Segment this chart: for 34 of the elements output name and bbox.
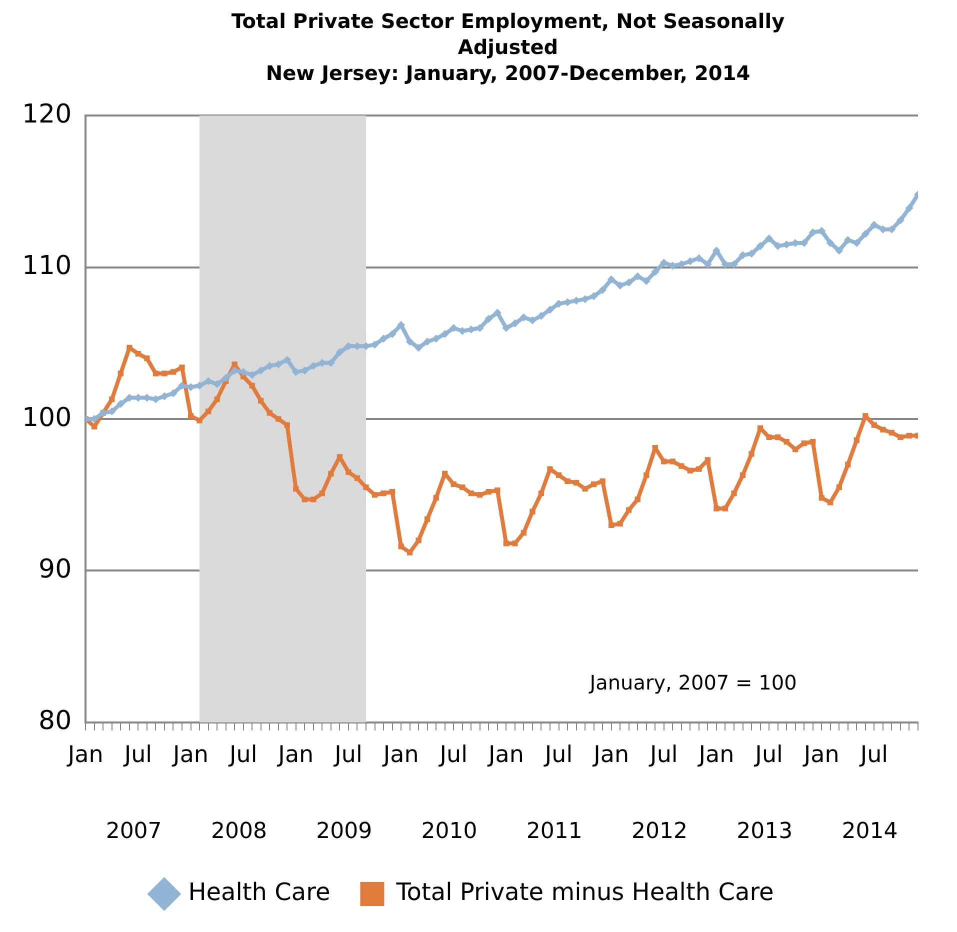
text: 2011	[526, 819, 582, 844]
y-tick-label: 120	[22, 99, 72, 130]
x-tick-label: Jul	[122, 742, 152, 768]
x-tick-label: Jul	[227, 742, 258, 768]
x-tick-label: Jul	[332, 742, 362, 768]
x-tick-label: Jan	[592, 742, 630, 768]
text: 2013	[736, 819, 793, 844]
x-tick-label: Jul	[542, 742, 573, 768]
x-tick-label: Jan	[66, 742, 104, 768]
x-tick-label: Jul	[858, 742, 888, 768]
y-tick-label: 90	[38, 554, 72, 584]
x-tick-label: Jul	[753, 742, 783, 768]
text: 2012	[632, 819, 688, 844]
x-tick-label: Jul	[438, 742, 468, 768]
legend-label: Health Care	[188, 878, 330, 906]
text: 2010	[421, 819, 478, 844]
x-tick-label: Jan	[696, 742, 734, 768]
x-tick-label: Jan	[276, 742, 314, 768]
text: 2008	[210, 819, 267, 844]
legend-label: Total Private minus Health Care	[395, 878, 774, 906]
text: 2009	[316, 819, 372, 844]
x-tick-label: Jan	[171, 742, 208, 768]
x-tick-label: Jan	[381, 742, 419, 768]
text: 2007	[106, 819, 162, 844]
annotation: January, 2007 = 100	[588, 670, 797, 695]
x-tick-label: Jan	[802, 742, 840, 768]
chart-subtitle: New Jersey: January, 2007-December, 2014	[264, 60, 752, 86]
chart-title: Total Private Sector Employment, Not Seasonally Adjusted	[230, 8, 786, 60]
y-tick-label: 80	[38, 706, 72, 736]
x-tick-label: Jan	[486, 742, 524, 768]
x-tick-label: Jul	[648, 742, 678, 768]
text: 2014	[842, 819, 898, 844]
y-tick-label: 100	[22, 402, 72, 433]
y-tick-label: 110	[22, 251, 72, 282]
